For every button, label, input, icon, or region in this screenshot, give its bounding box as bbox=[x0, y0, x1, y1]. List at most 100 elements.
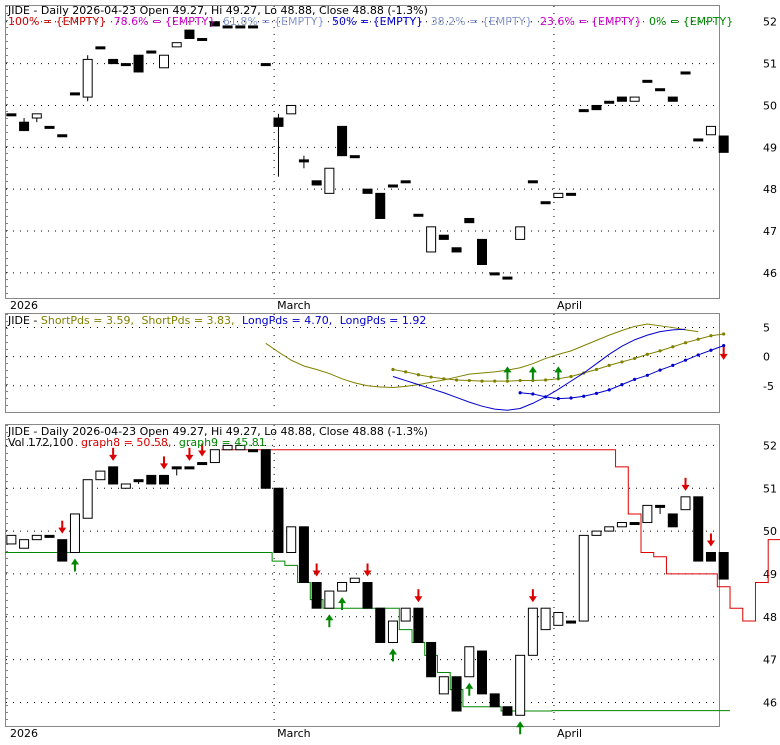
oscillator-point bbox=[620, 383, 624, 387]
fib-618-label: 61.8% = {EMPTY} bbox=[223, 15, 325, 28]
oscillator-point bbox=[518, 378, 522, 383]
candle-body bbox=[184, 29, 195, 39]
oscillator-point bbox=[722, 332, 726, 336]
graph8-label: graph8 = 50.58, bbox=[81, 436, 171, 449]
candle-body bbox=[464, 646, 475, 678]
candle-body bbox=[629, 522, 640, 526]
oscillator-point bbox=[442, 377, 446, 381]
candle-body bbox=[95, 46, 106, 50]
long-pds-1-label: LongPds = 4.70, bbox=[242, 314, 332, 327]
oscillator-point bbox=[607, 388, 611, 392]
candle-body bbox=[680, 71, 691, 75]
candle-body bbox=[655, 504, 666, 508]
candle-body bbox=[6, 113, 17, 117]
x-tick-label: March bbox=[277, 727, 311, 740]
candle-body bbox=[57, 134, 68, 138]
candle-body bbox=[248, 449, 259, 453]
candle-body bbox=[6, 534, 17, 545]
candle-body bbox=[69, 513, 80, 554]
price-panel-frame bbox=[5, 5, 720, 299]
candle-body bbox=[616, 522, 627, 528]
x-tick-label: March bbox=[277, 299, 311, 312]
oscillator-title-prefix: JIDE - bbox=[7, 314, 41, 327]
candle-body bbox=[82, 58, 93, 98]
candle-body bbox=[286, 104, 297, 115]
candle-body bbox=[566, 192, 577, 196]
candle-body bbox=[387, 620, 398, 643]
oscillator-point bbox=[722, 344, 726, 348]
candle-body bbox=[515, 654, 526, 716]
signal-legend: Vol 172,100 graph8 = 50.58, graph9 = 45.… bbox=[8, 436, 266, 449]
oscillator-panel-grid: 5 0 -5 bbox=[6, 314, 774, 412]
candle-body bbox=[464, 217, 475, 224]
candle-body bbox=[82, 479, 93, 519]
candle-body bbox=[171, 466, 182, 470]
volume-label: Vol 172,100 bbox=[8, 436, 73, 449]
sell-arrow bbox=[706, 540, 715, 547]
oscillator-point bbox=[467, 378, 471, 383]
graph9-line bbox=[5, 552, 731, 712]
long-pds-2-label: LongPds = 1.92 bbox=[340, 314, 427, 327]
candle-body bbox=[400, 607, 411, 622]
candle-body bbox=[591, 104, 602, 111]
candle-body bbox=[197, 37, 208, 41]
candle-body bbox=[400, 180, 411, 184]
fib-786-label: 78.6% = {EMPTY} bbox=[114, 15, 216, 28]
y-tick-label: 49 bbox=[763, 568, 777, 581]
candle-body bbox=[311, 180, 322, 186]
y-tick-label: 47 bbox=[763, 654, 777, 667]
short-pds-1-label: ShortPds = 3.59, bbox=[41, 314, 134, 327]
oscillator-point bbox=[505, 379, 510, 383]
oscillator-point bbox=[531, 378, 535, 383]
candle-body bbox=[566, 620, 577, 624]
candle-body bbox=[31, 534, 42, 541]
oscillator-point bbox=[633, 377, 637, 381]
candle-body bbox=[515, 226, 526, 240]
candle-body bbox=[311, 581, 322, 609]
x-tick-label: April bbox=[557, 299, 582, 312]
y-tick-label: 52 bbox=[763, 439, 777, 452]
oscillator-point bbox=[658, 349, 662, 353]
price-panel-title: JIDE - Daily 2026-04-23 Open 49.27, Hi 4… bbox=[7, 4, 428, 17]
oscillator-point bbox=[671, 345, 675, 349]
candle-body bbox=[489, 272, 500, 276]
candle-body bbox=[604, 526, 615, 532]
candle-body bbox=[184, 466, 195, 470]
candle-body bbox=[477, 650, 487, 695]
signal-panel-title: JIDE - Daily 2026-04-23 Open 49.27, Hi 4… bbox=[7, 425, 428, 438]
y-tick-label: 47 bbox=[763, 225, 777, 238]
candle-body bbox=[108, 466, 119, 485]
candle-body bbox=[375, 607, 386, 643]
candle-body bbox=[667, 96, 678, 102]
sell-arrow bbox=[198, 450, 207, 457]
oscillator-point bbox=[594, 367, 599, 372]
fib-100-label: 100% = {EMPTY} bbox=[8, 15, 106, 28]
graph8-line bbox=[221, 449, 780, 622]
oscillator-panel-frame bbox=[5, 313, 720, 413]
x-tick-label: April bbox=[557, 727, 582, 740]
y-tick-label: 48 bbox=[763, 183, 777, 196]
candle-body bbox=[133, 479, 144, 483]
candle-body bbox=[197, 462, 208, 466]
candle-body bbox=[616, 96, 627, 102]
sell-arrow bbox=[719, 353, 728, 360]
price-panel-candles bbox=[6, 21, 729, 280]
candle-body bbox=[324, 590, 335, 609]
candle-body bbox=[286, 526, 297, 554]
oscillator-point bbox=[569, 396, 573, 400]
sell-arrow bbox=[681, 484, 690, 491]
candle-body bbox=[222, 25, 233, 29]
buy-arrow bbox=[338, 597, 347, 604]
candle-body bbox=[413, 213, 424, 217]
candle-body bbox=[362, 188, 373, 194]
candle-body bbox=[108, 58, 119, 65]
oscillator-point bbox=[544, 378, 548, 382]
candle-body bbox=[298, 526, 309, 583]
candle-body bbox=[235, 25, 246, 29]
buy-arrow bbox=[554, 366, 563, 373]
candle-body bbox=[260, 449, 271, 489]
candle-body bbox=[527, 607, 538, 656]
signal-panel-frame bbox=[5, 424, 720, 727]
price-panel-grid: 46 47 48 49 50 51 52 2026 March April bbox=[6, 6, 777, 312]
